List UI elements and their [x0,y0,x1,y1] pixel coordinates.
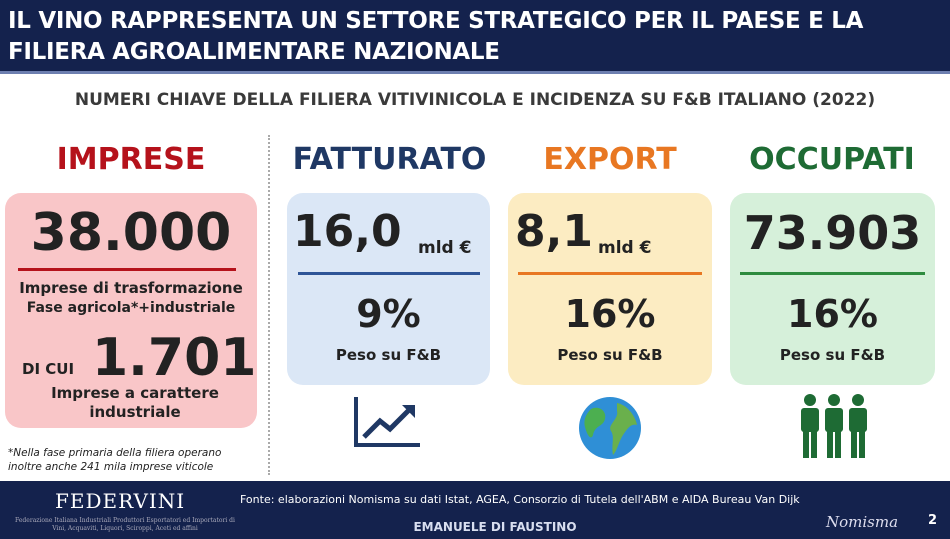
federvini-subtitle: Federazione Italiana Industriali Produtt… [0,517,250,533]
fatturato-label: Peso su F&B [335,346,442,364]
imprese-industriali-value: 1.701 [92,328,257,388]
export-heading: EXPORT [543,142,677,177]
fatturato-value: 16,0 [293,206,402,257]
fatturato-line [298,272,480,275]
author: EMANUELE DI FAUSTINO [413,520,577,534]
export-line [518,272,702,275]
page-number: 2 [928,513,938,528]
globe-icon [579,397,641,459]
logo-sub: Vini, Acquaviti, Liquori, Sciroppi, Acet… [52,525,198,532]
imprese-heading: IMPRESE [56,142,206,177]
divider [268,135,270,475]
imprese-card [5,193,257,428]
export-label: Peso su F&B [557,346,663,364]
note-line: inoltre anche 241 mila imprese viticole [8,461,214,473]
imprese-line [18,268,236,271]
subtitle: NUMERI CHIAVE DELLA FILIERA VITIVINICOLA… [74,90,876,110]
imprese-value: 38.000 [30,203,232,263]
imprese-desc4: industriale [89,403,181,421]
title-line: FILIERA AGROALIMENTARE NAZIONALE [8,39,500,65]
imprese-desc3: Imprese a carattere [51,384,219,402]
imprese-footnote: *Nella fase primaria della filiera opera… [8,446,221,474]
imprese-desc1: Imprese di trasformazione [19,279,243,297]
occupati-pct: 16% [787,292,878,336]
occupati-heading: OCCUPATI [749,142,915,177]
export-card [508,193,712,385]
chart-growth-icon [354,397,420,447]
export-pct: 16% [564,292,656,336]
export-value: 8,1 [515,206,593,257]
imprese-desc2: Fase agricola*+industriale [26,300,236,316]
fatturato-card [287,193,490,385]
source-text: Fonte: elaborazioni Nomisma su dati Ista… [240,493,800,506]
fatturato-heading: FATTURATO [292,142,487,177]
dicui-label: DI CUI [22,360,75,378]
page-title: IL VINO RAPPRESENTA UN SETTORE STRATEGIC… [8,6,863,68]
occupati-card [730,193,935,385]
fatturato-pct: 9% [356,292,421,336]
people-icon [801,394,867,458]
nomisma-logo: Nomisma [826,513,899,531]
note-line: *Nella fase primaria della filiera opera… [8,447,222,459]
federvini-logo: FEDERVINI [55,489,186,513]
footer: FEDERVINI Federazione Italiana Industria… [0,481,950,539]
export-unit: mld € [598,238,652,258]
title-line: IL VINO RAPPRESENTA UN SETTORE STRATEGIC… [8,8,864,34]
fatturato-unit: mld € [418,238,472,258]
occupati-line [740,272,925,275]
header: IL VINO RAPPRESENTA UN SETTORE STRATEGIC… [0,0,950,74]
occupati-label: Peso su F&B [779,346,886,364]
occupati-value: 73.903 [743,206,922,260]
logo-sub: Federazione Italiana Industriali Produtt… [15,517,235,524]
